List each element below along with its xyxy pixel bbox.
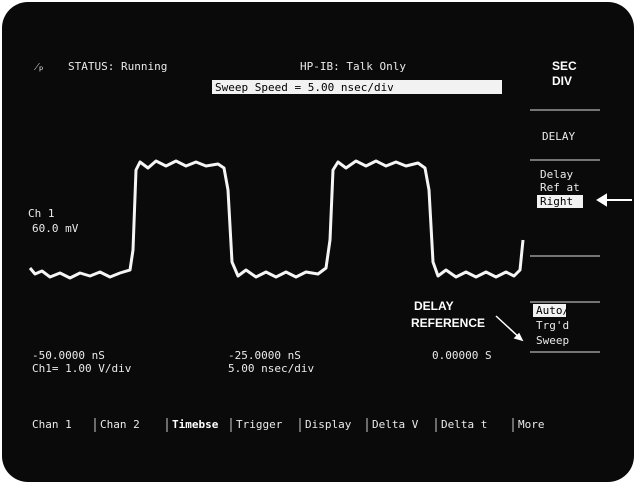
readout: 5.00 nsec/div (228, 362, 314, 375)
page: ⁄ₚ STATUS: Running HP-IB: Talk Only Swee… (0, 0, 637, 487)
annotation: DELAY (414, 299, 454, 313)
menu-item[interactable]: Chan 1 (32, 418, 72, 431)
readout: 0.00000 S (432, 349, 492, 362)
channel-scale: 60.0 mV (32, 222, 79, 235)
status-icon: ⁄ₚ (34, 60, 44, 73)
menu-item[interactable]: Delta t (441, 418, 487, 431)
readout: -50.0000 nS (32, 349, 105, 362)
screen-bezel (2, 2, 634, 482)
softkey-label[interactable]: DELAY (542, 130, 575, 143)
menu-item[interactable]: Delta V (372, 418, 419, 431)
channel-name: Ch 1 (28, 207, 55, 220)
softkey-label[interactable]: SEC (552, 59, 577, 73)
softkey-label[interactable]: Sweep (536, 334, 569, 347)
hpib: HP-IB: Talk Only (300, 60, 406, 73)
softkey-label[interactable]: Auto/ (536, 304, 569, 317)
readout: Ch1= 1.00 V/div (32, 362, 132, 375)
softkey-label[interactable]: Ref at (540, 181, 580, 194)
menu-item[interactable]: Display (305, 418, 352, 431)
menu-item[interactable]: Chan 2 (100, 418, 140, 431)
softkey-label[interactable]: Delay (540, 168, 573, 181)
softkey-label[interactable]: Trg'd (536, 319, 569, 332)
softkey-label[interactable]: DIV (552, 74, 572, 88)
screen: ⁄ₚ STATUS: Running HP-IB: Talk Only Swee… (0, 0, 637, 487)
annotation: REFERENCE (411, 316, 485, 330)
softkey-label[interactable]: Right (540, 195, 573, 208)
menu-item[interactable]: Trigger (236, 418, 283, 431)
readout: -25.0000 nS (228, 349, 301, 362)
menu-item[interactable]: More (518, 418, 545, 431)
menu-item[interactable]: Timebse (172, 418, 219, 431)
status: STATUS: Running (68, 60, 167, 73)
sweep-speed: Sweep Speed = 5.00 nsec/div (215, 81, 394, 94)
